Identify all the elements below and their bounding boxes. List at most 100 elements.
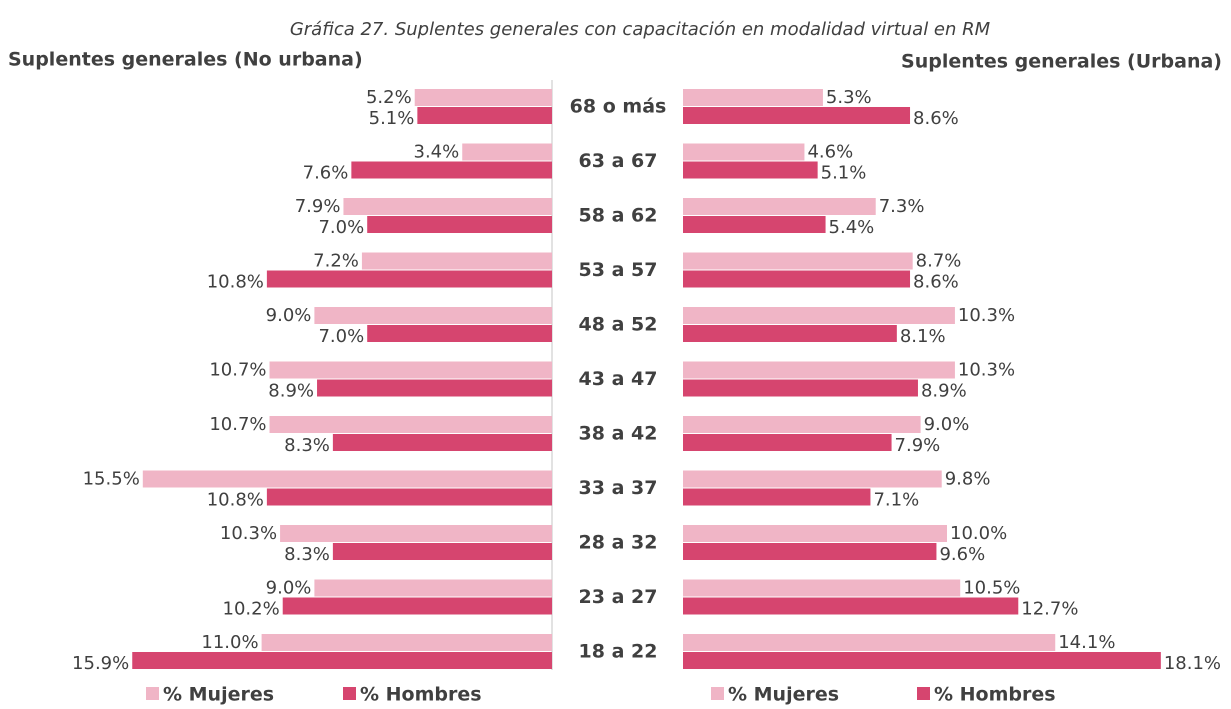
category-label: 43 a 47	[579, 368, 658, 390]
category-label: 28 a 32	[579, 532, 658, 554]
data-label: 9.0%	[924, 414, 970, 435]
category-label: 58 a 62	[579, 205, 658, 227]
bar	[683, 379, 918, 397]
data-label: 8.9%	[268, 381, 314, 402]
data-label: 9.0%	[266, 305, 312, 326]
bar	[683, 488, 871, 506]
data-label: 7.3%	[879, 196, 925, 217]
data-label: 8.6%	[913, 272, 959, 293]
bar	[351, 161, 552, 179]
data-label: 5.1%	[369, 108, 415, 129]
data-label: 10.0%	[950, 523, 1007, 544]
bar	[332, 434, 552, 451]
bar	[683, 470, 942, 488]
category-label: 18 a 22	[579, 641, 658, 663]
legend-swatch	[343, 687, 356, 700]
data-label: 8.7%	[916, 251, 962, 272]
data-label: 15.5%	[83, 469, 140, 490]
bar	[266, 270, 552, 288]
bar	[261, 634, 552, 651]
bar	[332, 543, 552, 560]
data-label: 5.3%	[826, 87, 872, 108]
data-label: 10.3%	[220, 523, 277, 544]
bar	[683, 216, 826, 233]
panel-title: Suplentes generales (Urbana)	[901, 51, 1222, 73]
category-label: 48 a 52	[579, 314, 658, 336]
bar	[132, 652, 553, 669]
bar	[462, 143, 552, 161]
bar	[417, 107, 552, 124]
data-label: 10.7%	[209, 414, 266, 435]
bar	[343, 198, 552, 215]
bar	[367, 216, 552, 233]
legend-label: % Mujeres	[163, 684, 274, 706]
data-label: 8.1%	[900, 326, 946, 347]
data-label: 12.7%	[1021, 599, 1078, 620]
chart-title: Gráfica 27. Suplentes generales con capa…	[290, 19, 991, 40]
data-label: 18.1%	[1164, 653, 1221, 674]
legend-label: % Mujeres	[728, 684, 839, 706]
data-label: 7.0%	[318, 217, 364, 238]
bar	[282, 597, 552, 615]
data-label: 3.4%	[414, 142, 460, 163]
category-label: 23 a 27	[579, 586, 658, 608]
bar	[367, 325, 552, 342]
data-label: 5.2%	[366, 87, 412, 108]
panel-title: Suplentes generales (No urbana)	[8, 49, 363, 71]
bar	[683, 198, 876, 215]
data-label: 7.9%	[295, 196, 341, 217]
data-label: 7.1%	[873, 490, 919, 511]
data-label: 4.6%	[807, 142, 853, 163]
data-label: 8.9%	[921, 381, 967, 402]
data-label: 14.1%	[1058, 632, 1115, 653]
category-label: 33 a 37	[579, 477, 658, 499]
bar	[314, 307, 552, 324]
legend-label: % Hombres	[360, 684, 482, 706]
bar	[683, 143, 805, 161]
bar	[683, 416, 921, 433]
data-label: 10.7%	[209, 360, 266, 381]
bar	[314, 579, 552, 597]
data-label: 10.2%	[223, 599, 280, 620]
legend-swatch	[146, 687, 159, 700]
data-label: 10.3%	[958, 305, 1015, 326]
bar	[683, 252, 913, 270]
bar	[683, 270, 911, 288]
data-label: 9.0%	[266, 578, 312, 599]
bar	[683, 361, 955, 379]
data-label: 9.6%	[939, 544, 985, 565]
bar	[683, 597, 1019, 615]
legend-swatch	[711, 687, 724, 700]
bar	[269, 361, 552, 379]
bar	[683, 325, 897, 342]
category-label: 53 a 57	[579, 259, 658, 281]
bar	[317, 379, 552, 397]
bar	[683, 89, 823, 106]
bar	[683, 579, 961, 597]
bar	[683, 634, 1056, 651]
bar	[683, 652, 1161, 669]
data-label: 10.3%	[958, 360, 1015, 381]
category-label: 63 a 67	[579, 150, 658, 172]
bar	[280, 525, 552, 542]
category-label: 38 a 42	[579, 423, 658, 445]
bar	[361, 252, 552, 270]
data-label: 8.6%	[913, 108, 959, 129]
legend-label: % Hombres	[934, 684, 1056, 706]
data-label: 15.9%	[72, 653, 129, 674]
bar	[266, 488, 552, 506]
category-label: 68 o más	[570, 96, 667, 118]
bar	[683, 307, 955, 324]
data-label: 5.1%	[821, 163, 867, 184]
data-label: 7.0%	[318, 326, 364, 347]
data-label: 7.2%	[313, 251, 359, 272]
bar	[142, 470, 553, 488]
bar	[683, 107, 911, 124]
bar	[683, 525, 947, 542]
data-label: 8.3%	[284, 435, 330, 456]
data-label: 5.4%	[829, 217, 875, 238]
data-label: 9.8%	[945, 469, 991, 490]
bar	[683, 161, 818, 179]
data-label: 10.8%	[207, 272, 264, 293]
data-label: 7.9%	[895, 435, 941, 456]
